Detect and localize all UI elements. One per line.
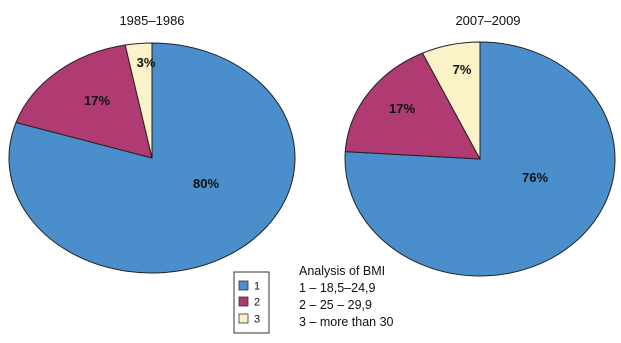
pie-label-3-2007-2009: 7% <box>453 62 472 77</box>
pie-label-1-1985-1986: 80% <box>193 176 219 191</box>
pie-slices-2007-2009 <box>344 41 616 277</box>
pie-title-2007-2009: 2007–2009 <box>455 13 520 28</box>
pie-chart-1985-1986: 1985–1986 80% 17% 3% <box>8 13 296 274</box>
pie-slices-1985-1986 <box>8 42 296 274</box>
pie-slice-2-2007-2009 <box>344 52 481 160</box>
pie-slice-3-1985-1986 <box>124 42 153 159</box>
pie-slice-2-1985-1986 <box>15 44 153 159</box>
legend-label-2: 2 <box>254 297 260 309</box>
pie-label-2-1985-1986: 17% <box>84 93 110 108</box>
pie-label-1-2007-2009: 76% <box>522 170 548 185</box>
legend-swatch-2 <box>238 296 249 307</box>
legend-label-1: 1 <box>254 281 260 293</box>
bmi-note-line-1: 1 – 18,5–24,9 <box>299 281 376 295</box>
bmi-note-title: Analysis of BMI <box>299 264 385 278</box>
bmi-note-line-2: 2 – 25 – 29,9 <box>299 298 372 312</box>
bmi-note-line-3: 3 – more than 30 <box>299 315 394 329</box>
pie-slice-3-2007-2009 <box>421 41 481 160</box>
legend-label-3: 3 <box>254 314 260 326</box>
legend-swatch-3 <box>238 313 249 324</box>
legend-swatch-1 <box>238 280 249 291</box>
legend: 1 2 3 <box>233 271 270 334</box>
pie-chart-2007-2009: 2007–2009 76% 17% 7% <box>344 13 616 277</box>
bmi-note: Analysis of BMI 1 – 18,5–24,9 2 – 25 – 2… <box>299 264 394 329</box>
pie-label-2-2007-2009: 17% <box>389 101 415 116</box>
pie-label-3-1985-1986: 3% <box>137 55 156 70</box>
pie-title-1985-1986: 1985–1986 <box>119 13 184 28</box>
